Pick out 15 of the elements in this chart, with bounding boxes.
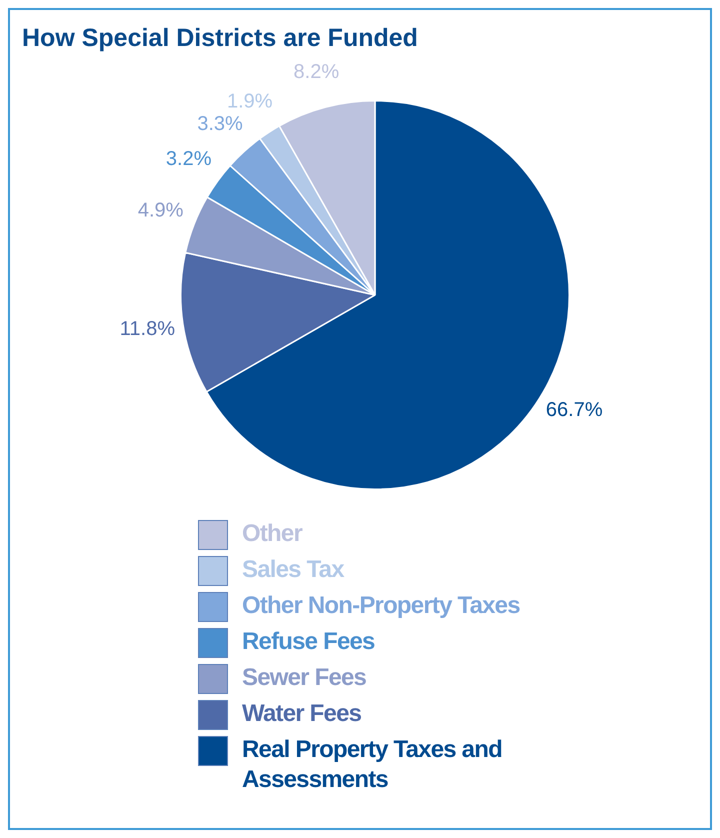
- legend-label: Sales Tax: [242, 555, 344, 585]
- data-label: 3.2%: [166, 148, 212, 170]
- legend-label: Other Non-Property Taxes: [242, 591, 520, 621]
- legend-label: Sewer Fees: [242, 663, 366, 693]
- legend-label: Water Fees: [242, 699, 362, 729]
- legend-label: Other: [242, 519, 302, 549]
- data-label: 8.2%: [294, 60, 340, 83]
- data-label: 4.9%: [138, 199, 184, 222]
- chart-title: How Special Districts are Funded: [22, 24, 418, 53]
- data-label: 11.8%: [120, 318, 176, 340]
- legend-label: Real Property Taxes and Assessments: [242, 735, 503, 795]
- data-label: 3.3%: [197, 113, 244, 136]
- legend-label: Refuse Fees: [242, 627, 375, 657]
- data-label: 66.7%: [546, 398, 603, 421]
- data-label: 1.9%: [227, 90, 273, 112]
